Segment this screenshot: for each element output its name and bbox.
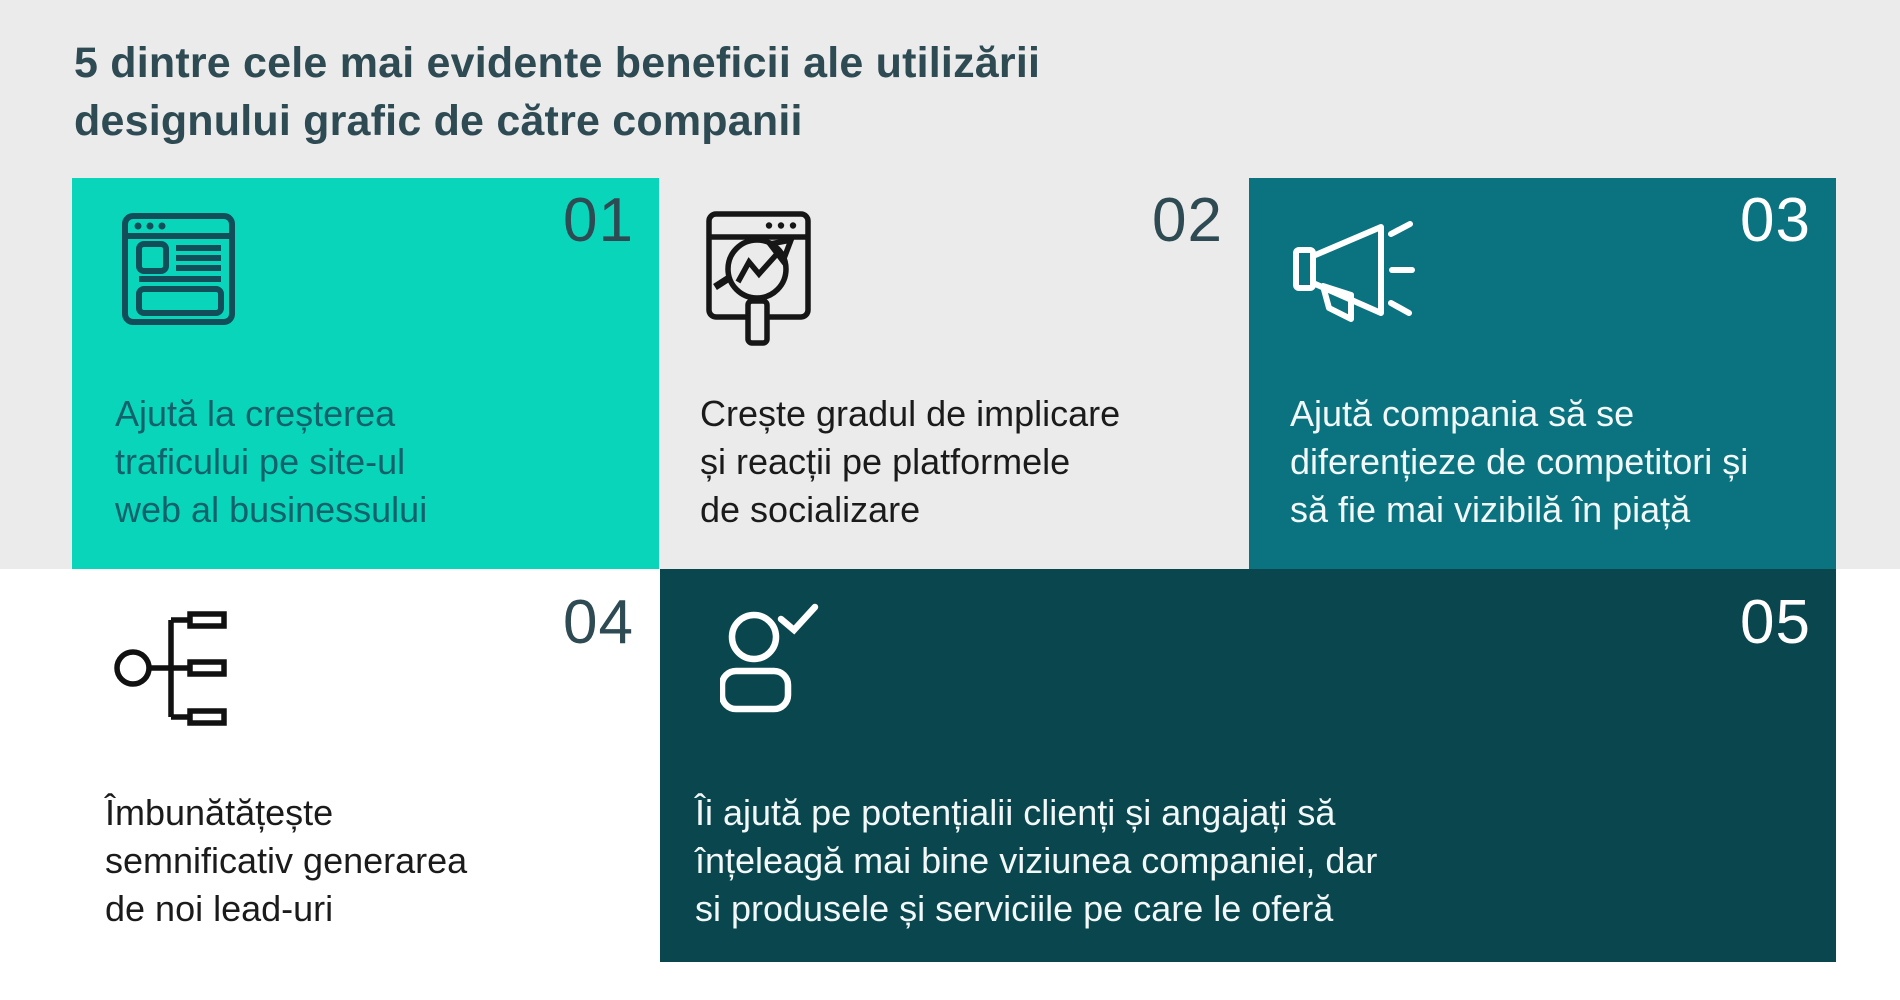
- browser-layout-icon: [122, 213, 235, 325]
- card-number: 05: [1740, 588, 1811, 657]
- card-text: Crește gradul de implicare și reacții pe…: [700, 393, 1121, 530]
- benefit-card-03: 03 Ajută compania să se diferențieze de …: [1249, 178, 1836, 569]
- card-number: 04: [563, 588, 634, 657]
- benefit-card-02: 02 Crește gradul de implicare și reacții…: [660, 178, 1248, 569]
- page-title-line1: 5 dintre cele mai evidente beneficii ale…: [74, 39, 1041, 87]
- benefit-card-05: 05 Îi ajută pe potențialii clienți și an…: [660, 569, 1836, 962]
- card-text: Ajută la creșterea traficului pe site-ul…: [115, 393, 428, 530]
- card-number: 02: [1152, 186, 1223, 255]
- page-title: 5 dintre cele mai evidente beneficii ale…: [74, 34, 1040, 150]
- person-check-icon: [720, 601, 820, 713]
- card-text: Îi ajută pe potențialii clienți și angaj…: [695, 792, 1378, 929]
- card-text: Ajută compania să se diferențieze de com…: [1290, 393, 1749, 530]
- browser-analytics-icon: [706, 211, 816, 347]
- megaphone-icon: [1293, 214, 1418, 326]
- benefit-card-01: 01 Ajută la creșterea traficului pe site…: [72, 178, 659, 569]
- card-text: Îmbunătățește semnificativ generarea de …: [105, 792, 468, 929]
- benefit-card-04: 04 Îmbunătățește semnificativ generarea …: [72, 569, 659, 960]
- card-number: 03: [1740, 186, 1811, 255]
- card-number: 01: [563, 186, 634, 255]
- page-title-line2: designului grafic de către companii: [74, 97, 803, 145]
- hierarchy-icon: [114, 611, 227, 726]
